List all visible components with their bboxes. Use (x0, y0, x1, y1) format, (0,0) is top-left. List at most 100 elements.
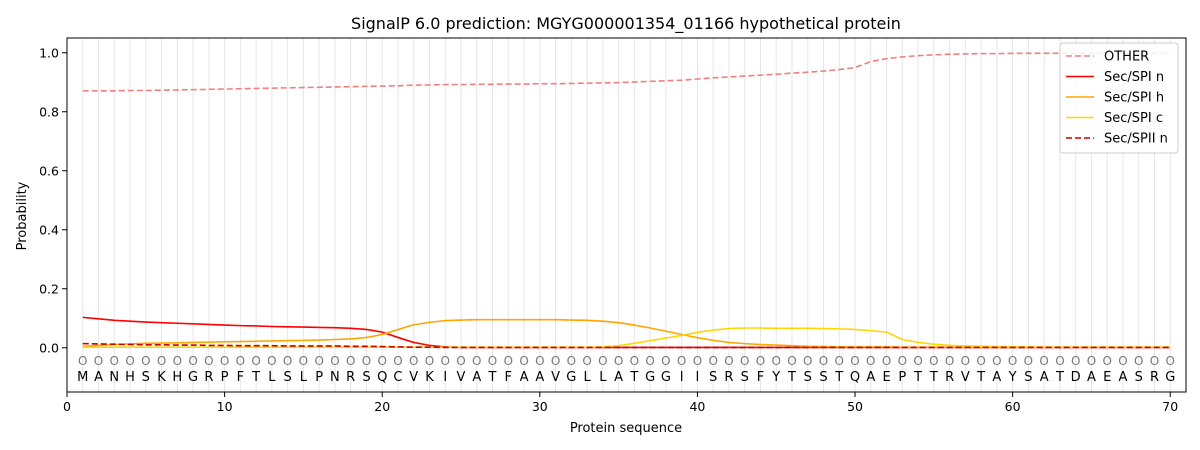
residue-marker-60: O (1008, 354, 1017, 368)
x-tick-label-50: 50 (847, 399, 863, 414)
residue-letter-22: V (409, 370, 418, 385)
residue-letter-23: K (425, 370, 434, 385)
residue-letter-43: S (741, 370, 749, 385)
residue-letter-26: A (472, 370, 481, 385)
residue-letter-32: G (566, 370, 576, 385)
residue-letter-6: K (157, 370, 166, 385)
residue-letter-10: P (221, 370, 229, 385)
residue-marker-23: O (425, 354, 434, 368)
residue-letter-19: S (362, 370, 370, 385)
residue-marker-13: O (267, 354, 276, 368)
residue-letter-35: A (614, 370, 623, 385)
residue-marker-14: O (283, 354, 292, 368)
legend-box (1059, 42, 1179, 154)
y-tick-label-5: 1.0 (39, 45, 59, 60)
residue-letter-67: A (1119, 370, 1128, 385)
residue-letter-16: P (315, 370, 323, 385)
x-tick-label-20: 20 (374, 399, 390, 414)
residue-letter-49: T (834, 370, 843, 385)
residue-letter-31: V (551, 370, 560, 385)
residue-letter-51: A (866, 370, 875, 385)
residue-letter-70: G (1165, 370, 1175, 385)
residue-letter-54: T (913, 370, 922, 385)
x-tick-label-60: 60 (1005, 399, 1021, 414)
residue-marker-10: O (220, 354, 229, 368)
residue-letter-38: G (661, 370, 671, 385)
plot-frame (66, 37, 1187, 393)
series-layer (82, 52, 1171, 349)
residue-marker-21: O (393, 354, 402, 368)
residue-marker-57: O (961, 354, 970, 368)
residue-marker-45: O (771, 354, 780, 368)
residue-marker-56: O (945, 354, 954, 368)
residue-letter-53: P (898, 370, 906, 385)
residue-marker-7: O (173, 354, 182, 368)
residue-marker-46: O (787, 354, 796, 368)
x-tick-label-30: 30 (532, 399, 548, 414)
residue-letter-14: S (284, 370, 292, 385)
residue-marker-18: O (346, 354, 355, 368)
residue-marker-6: O (157, 354, 166, 368)
residue-letter-41: S (709, 370, 717, 385)
residue-letter-15: L (300, 370, 308, 385)
residue-marker-41: O (708, 354, 717, 368)
residue-letter-25: V (457, 370, 466, 385)
x-tick-label-0: 0 (63, 399, 71, 414)
residue-marker-32: O (567, 354, 576, 368)
legend-label-sec-spi-n: Sec/SPI n (1104, 70, 1164, 85)
residue-letter-59: A (992, 370, 1001, 385)
series-line-sec-spi-n (82, 316, 1171, 349)
residue-marker-33: O (582, 354, 591, 368)
residue-letter-9: R (204, 370, 213, 385)
legend-label-sec-spi-c: Sec/SPI c (1104, 111, 1163, 126)
residue-letter-62: A (1040, 370, 1049, 385)
residue-letter-52: E (882, 370, 890, 385)
y-tick-label-1: 0.2 (39, 281, 59, 296)
y-tick-label-2: 0.4 (39, 222, 59, 237)
residue-letter-42: R (724, 370, 733, 385)
residue-marker-48: O (819, 354, 828, 368)
residue-marker-26: O (472, 354, 481, 368)
residue-marker-29: O (519, 354, 528, 368)
residue-letter-66: E (1103, 370, 1111, 385)
residue-marker-16: O (314, 354, 323, 368)
residue-letter-18: R (346, 370, 355, 385)
residue-marker-55: O (929, 354, 938, 368)
residue-marker-43: O (740, 354, 749, 368)
residue-letter-45: Y (771, 370, 780, 385)
residue-marker-67: O (1118, 354, 1127, 368)
residue-marker-68: O (1134, 354, 1143, 368)
residue-marker-20: O (377, 354, 386, 368)
residue-letter-39: I (680, 370, 684, 385)
residue-letter-50: Q (850, 370, 860, 385)
residue-marker-35: O (614, 354, 623, 368)
residue-letter-4: H (125, 370, 135, 385)
x-axis-label: Protein sequence (570, 421, 682, 436)
residue-marker-70: O (1166, 354, 1175, 368)
sequence-layer: OMOAONOHOSOKOHOGOROPOFOTOLOSOLOPONOROSOQ… (77, 354, 1175, 385)
residue-letter-47: S (804, 370, 812, 385)
residue-marker-37: O (645, 354, 654, 368)
residue-marker-51: O (866, 354, 875, 368)
residue-marker-8: O (188, 354, 197, 368)
residue-marker-47: O (803, 354, 812, 368)
residue-marker-34: O (598, 354, 607, 368)
legend: OTHER Sec/SPI n Sec/SPI h Sec/SPI c Sec/SPII… (1059, 42, 1179, 154)
residue-marker-64: O (1071, 354, 1080, 368)
residue-letter-40: I (696, 370, 700, 385)
residue-letter-2: A (94, 370, 103, 385)
residue-marker-17: O (330, 354, 339, 368)
chart-title: SignalP 6.0 prediction: MGYG000001354_01… (351, 14, 901, 34)
residue-letter-28: F (505, 370, 512, 385)
residue-letter-5: S (142, 370, 150, 385)
residue-marker-58: O (976, 354, 985, 368)
residue-letter-65: A (1087, 370, 1096, 385)
residue-letter-7: H (172, 370, 182, 385)
residue-marker-61: O (1024, 354, 1033, 368)
residue-marker-1: O (78, 354, 87, 368)
y-axis-label: Probability (15, 181, 30, 250)
residue-letter-34: L (599, 370, 607, 385)
residue-marker-9: O (204, 354, 213, 368)
